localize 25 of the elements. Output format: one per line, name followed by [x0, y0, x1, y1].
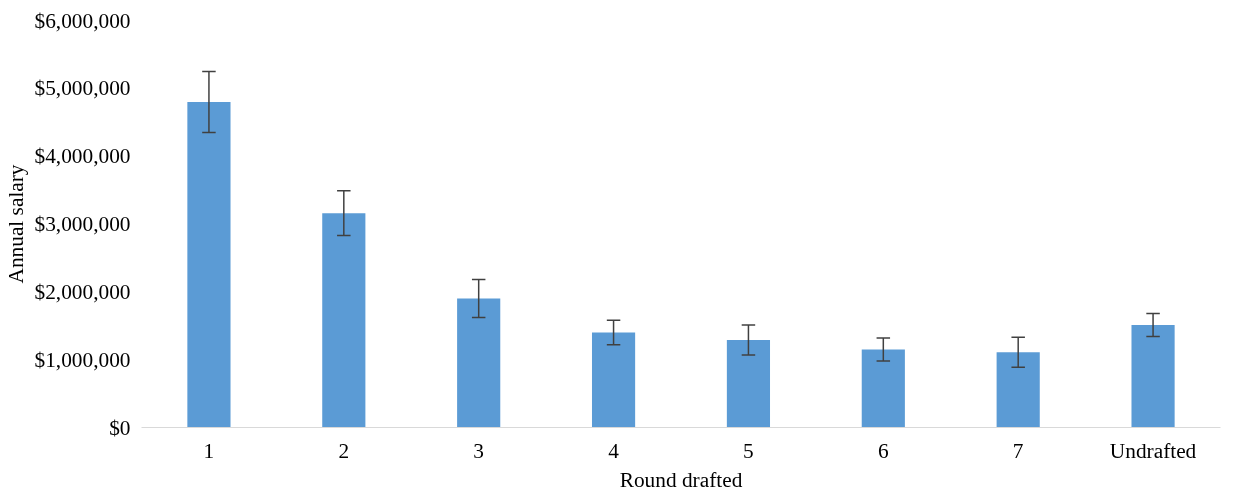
bar: [322, 213, 366, 428]
bar: [187, 101, 231, 428]
y-tick-label: $1,000,000: [34, 347, 131, 372]
bar: [861, 349, 905, 428]
y-axis-title: Annual salary: [3, 164, 28, 284]
bar: [1131, 325, 1175, 428]
x-tick-label: 7: [1012, 438, 1024, 463]
y-tick-label: $6,000,000: [34, 8, 131, 33]
x-tick-label: 2: [338, 438, 350, 463]
x-tick-label: 4: [608, 438, 620, 463]
x-tick-label: 1: [203, 438, 215, 463]
x-axis-title: Round drafted: [619, 467, 743, 492]
y-tick-label: $0: [109, 415, 131, 440]
x-tick-label: 3: [473, 438, 485, 463]
x-tick-label: 6: [877, 438, 889, 463]
y-tick-label: $3,000,000: [34, 212, 131, 236]
y-tick-label: $5,000,000: [34, 76, 131, 101]
bar: [996, 352, 1040, 428]
x-tick-label: 5: [743, 438, 754, 463]
bar: [726, 339, 771, 428]
bar: [591, 332, 636, 428]
y-tick-label: $2,000,000: [34, 279, 131, 304]
x-tick-label: Undrafted: [1109, 438, 1197, 463]
bar: [457, 298, 501, 428]
y-tick-label: $4,000,000: [34, 144, 131, 169]
